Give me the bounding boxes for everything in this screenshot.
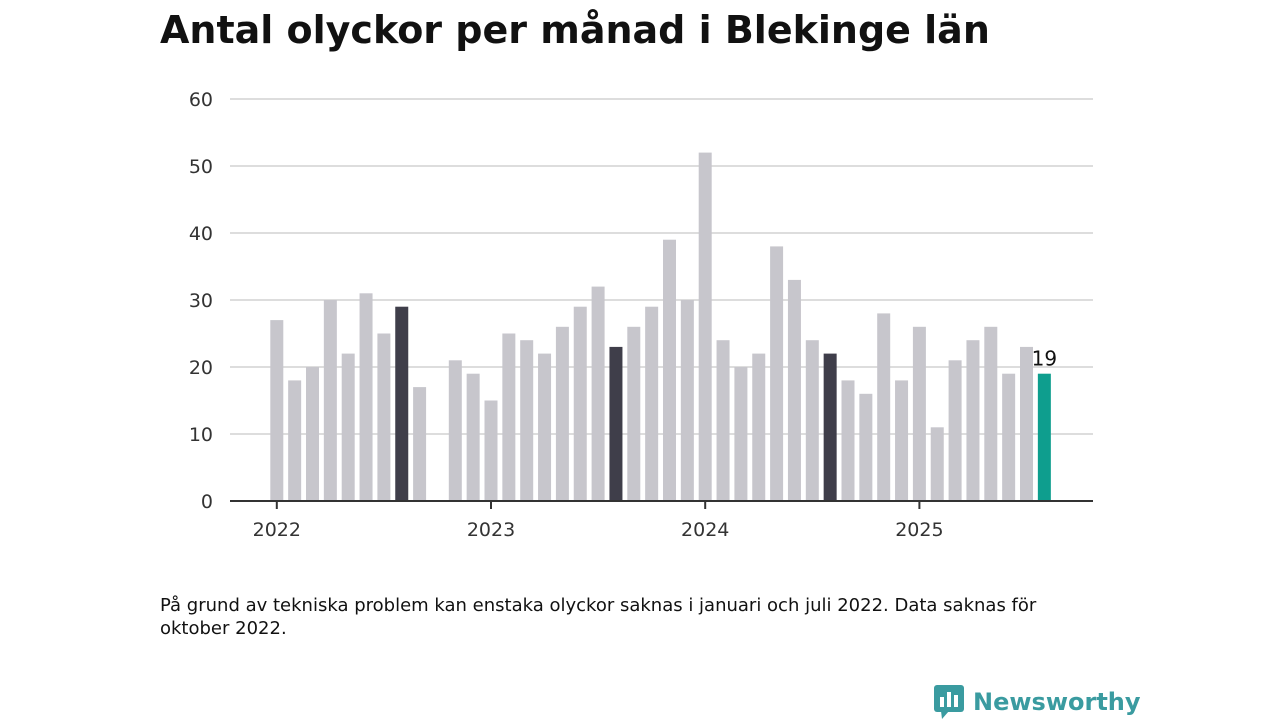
bar-2023-06 [573,306,587,501]
bar-2023-05 [555,326,569,501]
bar-2023-01 [484,400,498,501]
bar-2025-05 [984,326,998,501]
bar-2022-05 [341,353,355,501]
bar-2023-11 [663,239,676,501]
bar-2025-07 [1020,346,1033,501]
bar-2025-06 [1002,373,1016,501]
brand-logo[interactable]: Newsworthy [933,684,1141,720]
bar-2023-09 [627,326,641,501]
y-tick-label: 10 [189,424,213,446]
bar-2025-03 [948,360,962,501]
bar-2023-03 [520,340,534,501]
latest-value-label: 19 [1032,347,1057,371]
bar-2022-03 [306,367,319,501]
bar-2024-08 [823,353,837,501]
bar-2025-04 [966,340,980,501]
bar-2024-05 [770,246,784,501]
y-tick-label: 20 [189,357,213,379]
bar-2024-06 [787,279,801,501]
x-tick-label: 2025 [895,519,943,541]
y-tick-label: 30 [189,290,213,312]
bar-2022-08 [395,306,409,501]
bar-2025-08 [1037,373,1051,501]
bar-2022-06 [359,293,373,501]
bar-2024-01 [698,152,712,501]
x-tick-label: 2023 [467,519,515,541]
bar-2023-08 [609,346,623,501]
bar-2024-10 [859,393,873,501]
bar-2022-01 [270,320,284,501]
bar-2022-04 [323,300,337,501]
bar-2022-11 [448,360,462,501]
y-axis-ticks: 0 10 20 30 40 50 60 [189,89,213,513]
x-tick-label: 2022 [253,519,301,541]
y-tick-label: 0 [201,491,213,513]
bar-2023-02 [502,333,516,501]
bar-2024-12 [895,380,909,501]
bar-2023-07 [591,286,605,501]
brand-name: Newsworthy [973,688,1141,716]
bar-2024-02 [716,340,730,501]
bar-2023-12 [680,300,694,501]
bar-2025-02 [930,427,944,501]
bar-chart: 0 10 20 30 40 50 60 2022 2023 2024 2025 19 [189,89,1093,541]
bar-2023-10 [645,306,659,501]
y-tick-label: 40 [189,223,213,245]
y-tick-label: 50 [189,156,213,178]
bars [270,152,1051,501]
x-tick-label: 2024 [681,519,729,541]
footnote: På grund av tekniska problem kan enstaka… [160,595,1037,639]
chart-title: Antal olyckor per månad i Blekinge län [160,8,990,52]
bar-2022-09 [413,387,427,501]
bar-2024-03 [734,367,748,501]
grid-lines [230,98,1093,435]
bar-2022-02 [288,380,302,501]
value-labels: 19 [1032,347,1057,371]
bar-2024-04 [752,353,766,501]
y-tick-label: 60 [189,89,213,111]
bar-2024-07 [805,340,819,501]
bar-2024-09 [841,380,855,501]
bar-2022-07 [377,333,391,501]
bar-2023-04 [538,353,552,501]
x-axis-ticks: 2022 2023 2024 2025 [253,501,944,541]
newsworthy-logo-icon [934,685,964,719]
bar-2025-01 [912,326,926,501]
bar-2024-11 [877,313,891,501]
bar-2022-12 [466,373,480,501]
